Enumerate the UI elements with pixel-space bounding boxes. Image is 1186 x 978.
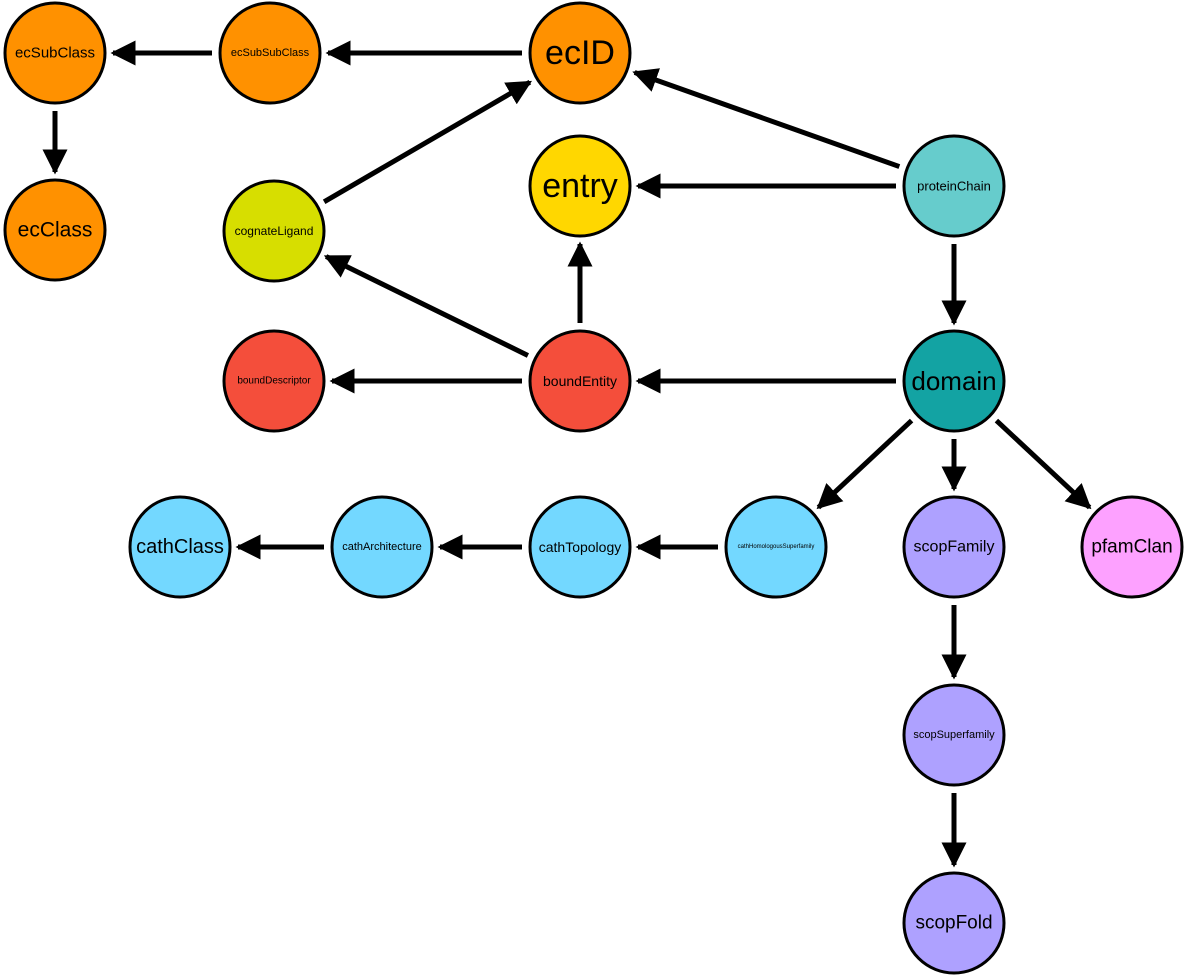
node-cognateLigand[interactable]: cognateLigand (222, 179, 326, 283)
node-ecSubClass[interactable]: ecSubClass (3, 1, 107, 105)
edge-domain-to-pfamClan (994, 418, 1092, 510)
node-cathHomologousSuperfamily[interactable]: cathHomologousSuperfamily (724, 495, 828, 599)
node-label: cathArchitecture (342, 541, 421, 553)
edge-boundEntity-to-cognateLigand (323, 254, 530, 358)
node-circle (218, 1, 322, 105)
node-circle (128, 495, 232, 599)
node-circle (3, 178, 107, 282)
node-scopSuperfamily[interactable]: scopSuperfamily (902, 683, 1006, 787)
node-label: scopFold (915, 913, 992, 934)
node-pfamClan[interactable]: pfamClan (1080, 495, 1184, 599)
node-cathTopology[interactable]: cathTopology (528, 495, 632, 599)
node-label: proteinChain (917, 179, 991, 194)
node-entry[interactable]: entry (528, 134, 632, 238)
node-label: cathHomologousSuperfamily (738, 544, 815, 550)
node-label: ecClass (18, 219, 93, 242)
node-circle (902, 134, 1006, 238)
node-label: boundDescriptor (237, 376, 311, 387)
node-circle (1080, 495, 1184, 599)
edge-domain-to-cathHomologousSuperfamily (816, 418, 914, 510)
edge-cognateLigand-to-ecID (322, 80, 533, 204)
node-scopFold[interactable]: scopFold (902, 871, 1006, 975)
node-circle (528, 495, 632, 599)
node-label: cathTopology (539, 539, 622, 555)
node-circle (902, 329, 1006, 433)
node-label: ecID (545, 34, 615, 72)
nodes-layer: ecSubClass ecSubSubClass ecID ecClass entry p… (3, 1, 1184, 975)
node-label: scopSuperfamily (913, 729, 995, 741)
node-ecClass[interactable]: ecClass (3, 178, 107, 282)
node-label: boundEntity (543, 373, 617, 389)
node-circle (528, 329, 632, 433)
node-circle (3, 1, 107, 105)
node-boundEntity[interactable]: boundEntity (528, 329, 632, 433)
node-cathClass[interactable]: cathClass (128, 495, 232, 599)
node-circle (902, 495, 1006, 599)
node-label: pfamClan (1091, 537, 1172, 558)
node-label: domain (911, 366, 996, 396)
node-circle (528, 1, 632, 105)
edge-proteinChain-to-ecID (632, 68, 901, 169)
node-ecID[interactable]: ecID (528, 1, 632, 105)
edges-layer (42, 40, 1092, 868)
node-circle (330, 495, 434, 599)
node-label: cognateLigand (235, 224, 314, 238)
node-cathArchitecture[interactable]: cathArchitecture (330, 495, 434, 599)
node-ecSubSubClass[interactable]: ecSubSubClass (218, 1, 322, 105)
node-proteinChain[interactable]: proteinChain (902, 134, 1006, 238)
node-boundDescriptor[interactable]: boundDescriptor (222, 329, 326, 433)
node-label: entry (542, 167, 618, 205)
node-circle (222, 329, 326, 433)
node-circle (902, 683, 1006, 787)
node-circle (724, 495, 828, 599)
node-label: ecSubClass (15, 45, 95, 62)
node-label: ecSubSubClass (231, 47, 310, 59)
node-domain[interactable]: domain (902, 329, 1006, 433)
node-label: scopFamily (914, 539, 995, 556)
node-circle (528, 134, 632, 238)
node-scopFamily[interactable]: scopFamily (902, 495, 1006, 599)
node-circle (902, 871, 1006, 975)
node-circle (222, 179, 326, 283)
node-label: cathClass (136, 536, 224, 558)
